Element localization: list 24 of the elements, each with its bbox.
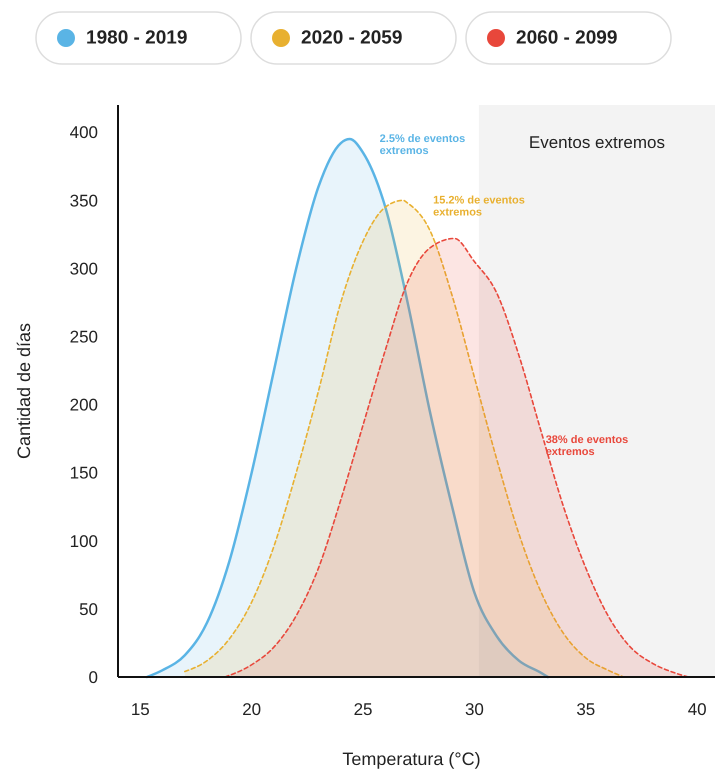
- annotation: 38% de eventos extremos: [546, 434, 628, 458]
- annotation: 2.5% de eventos extremos: [380, 133, 466, 158]
- y-axis-title: Cantidad de días: [14, 322, 34, 460]
- y-tick-label: 50: [79, 600, 98, 619]
- annotation: 15.2% de eventos extremos: [433, 194, 525, 218]
- y-tick-label: 400: [70, 123, 98, 142]
- band-label: Eventos extremos: [528, 133, 665, 152]
- y-tick-label: 0: [88, 668, 98, 687]
- x-axis-title: Temperatura (°C): [342, 749, 481, 769]
- x-tick-label: 40: [688, 700, 707, 719]
- legend-label: 1980 - 2019: [86, 28, 188, 48]
- y-tick-label: 300: [70, 259, 98, 278]
- y-tick-label: 150: [70, 464, 98, 483]
- y-tick-label: 100: [70, 532, 98, 551]
- y-tick-label: 200: [70, 396, 98, 415]
- legend-label: 2020 - 2059: [301, 28, 402, 48]
- y-tick-label: 350: [70, 191, 98, 210]
- legend-label: 2060 - 2099: [516, 28, 618, 48]
- x-tick-label: 20: [242, 700, 262, 719]
- x-tick-label: 15: [130, 700, 150, 719]
- x-tick-label: 30: [464, 700, 484, 719]
- x-tick-label: 35: [576, 700, 596, 719]
- x-tick-label: 25: [354, 700, 372, 719]
- y-tick-label: 250: [70, 327, 98, 346]
